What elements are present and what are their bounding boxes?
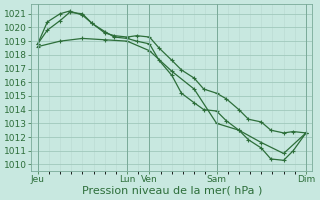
X-axis label: Pression niveau de la mer( hPa ): Pression niveau de la mer( hPa ) <box>82 186 262 196</box>
